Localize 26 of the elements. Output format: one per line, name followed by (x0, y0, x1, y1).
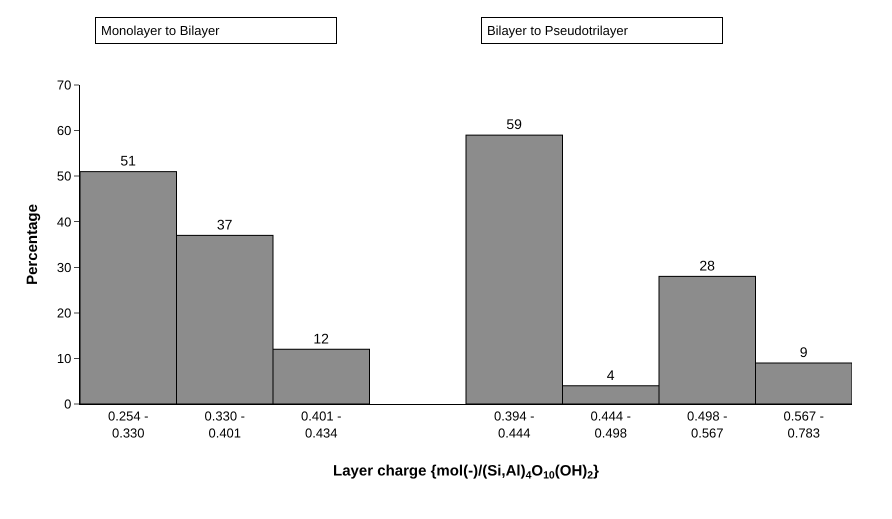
y-axis-title: Percentage (24, 204, 42, 285)
data-label: 51 (120, 152, 136, 169)
y-tick-label: 40 (56, 214, 72, 230)
x-tick-label: 0.567 - 0.783 (784, 408, 824, 440)
y-tick-label: 50 (56, 168, 72, 184)
data-label: 4 (606, 366, 615, 383)
x-tick-label: 0.330 - 0.401 (204, 408, 245, 440)
y-tick-label: 0 (64, 396, 72, 412)
y-tick-label: 70 (56, 78, 72, 93)
y-tick-label: 20 (56, 305, 72, 320)
y-tick-label: 10 (56, 350, 72, 366)
data-label: 37 (216, 216, 233, 232)
y-tick-label: 60 (56, 123, 72, 138)
y-tick-label: 30 (56, 260, 72, 275)
data-label: 12 (313, 330, 330, 346)
data-label: 9 (800, 344, 808, 360)
text: Monolayer to Bilayer (101, 23, 220, 38)
x-axis-title: Layer charge {mol(-)/(Si,Al)$_{4}$O$_{10}$(OH)$_{2}$} (333, 462, 600, 482)
x-tick-label: 0.498 - 0.567 (687, 408, 728, 440)
data-label: 28 (699, 257, 716, 274)
x-tick-label: 0.444 - 0.498 (590, 408, 631, 440)
x-tick-label: 0.254 - 0.330 (108, 408, 148, 440)
data-label: 59 (506, 116, 522, 132)
x-tick-label: 0.401 - 0.434 (301, 408, 342, 440)
text: Bilayer to Pseudotrilayer (487, 23, 629, 38)
x-tick-label: 0.394 - 0.444 (494, 408, 534, 440)
